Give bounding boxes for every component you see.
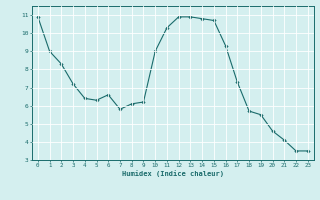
X-axis label: Humidex (Indice chaleur): Humidex (Indice chaleur): [122, 170, 224, 177]
